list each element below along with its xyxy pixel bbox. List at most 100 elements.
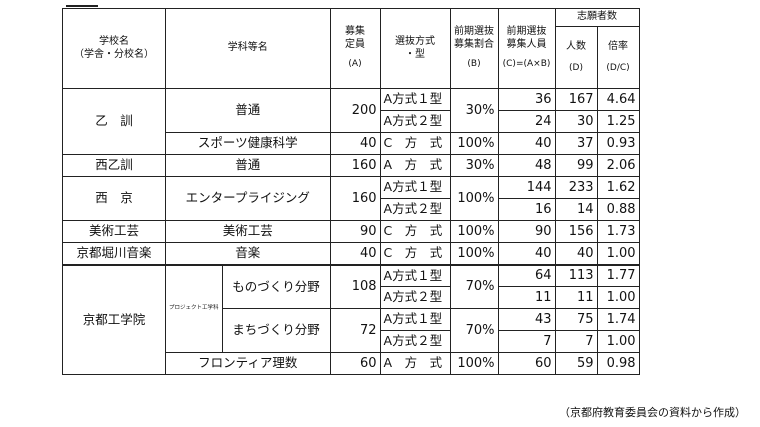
- school-cell: 美術工芸: [62, 220, 166, 243]
- count-cell: 144: [497, 176, 556, 199]
- applicants-cell: 11: [554, 286, 598, 309]
- applicants-cell: 7: [554, 330, 598, 353]
- course-cell: 普通: [165, 154, 331, 177]
- course-cell: まちづくり分野: [221, 308, 331, 353]
- admission-table-container: 学校名 （学舎・分校名） 学科等名 募集 定員 (A) 選抜方式 ・型 前期選抜…: [62, 8, 640, 375]
- ratio-cell: 70%: [449, 263, 499, 309]
- applicants-cell: 113: [554, 263, 598, 287]
- course-cell: 音楽: [165, 242, 331, 265]
- method-cell: A方式２型: [379, 110, 451, 133]
- rate-cell: 1.00: [596, 242, 640, 265]
- ratio-cell: 100%: [449, 132, 499, 155]
- table-row: A方式２型 16 14 0.88: [63, 198, 640, 221]
- course-cell: スポーツ健康科学: [165, 132, 331, 155]
- school-cell: 西乙訓: [62, 154, 166, 177]
- method-cell: A方式２型: [379, 198, 451, 221]
- applicants-cell: 156: [554, 220, 598, 243]
- method-cell: A方式１型: [379, 308, 451, 331]
- capacity-cell: 90: [329, 220, 381, 243]
- top-rule: [66, 5, 98, 7]
- capacity-cell: 60: [329, 352, 381, 375]
- header-ratio: 前期選抜 募集割合 (B): [449, 8, 499, 89]
- header-early-l1: 前期選抜: [506, 26, 547, 38]
- table-row: 西 京 エンタープライジング 160 A方式１型 100% 144 233 1.…: [62, 176, 640, 221]
- ratio-cell: 100%: [449, 242, 499, 265]
- header-applicants-l1: 人数: [566, 40, 587, 52]
- header-rate: 倍率 (D/C): [596, 26, 640, 89]
- method-cell: A方式１型: [379, 176, 451, 199]
- applicants-cell: 37: [554, 132, 598, 155]
- course-cell: 美術工芸: [165, 220, 331, 243]
- header-method: 選抜方式 ・型: [379, 8, 451, 89]
- school-cell: 京都工学院: [62, 263, 166, 375]
- count-cell: 7: [497, 330, 556, 353]
- ratio-cell: 100%: [449, 176, 499, 221]
- header-ratio-l1: 前期選抜: [454, 26, 495, 38]
- count-cell: 16: [497, 198, 556, 221]
- table-row: 乙 訓 普通 200 A方式１型 30% 36 167 4.64: [62, 88, 640, 155]
- group-label-cell: プロジェクト工学科: [165, 263, 223, 353]
- count-cell: 36: [497, 88, 556, 111]
- count-cell: 24: [497, 110, 556, 133]
- rate-cell: 1.62: [596, 176, 640, 199]
- header-early-l2: 募集人員: [506, 38, 547, 50]
- course-cell: 普通: [165, 88, 331, 133]
- table-row: A方式２型 24 30 1.25: [63, 110, 640, 133]
- table-row: 美術工芸 美術工芸 90 C 方 式 100% 90 156 1.73: [62, 220, 640, 243]
- school-cell: 京都堀川音楽: [62, 242, 166, 265]
- count-cell: 40: [497, 242, 556, 265]
- applicants-cell: 99: [554, 154, 598, 177]
- applicants-cell: 30: [554, 110, 598, 133]
- header-applicants: 人数 (D): [554, 26, 598, 89]
- ratio-cell: 30%: [449, 88, 499, 133]
- capacity-cell: 160: [329, 154, 381, 177]
- method-cell: A方式２型: [379, 330, 451, 353]
- rate-cell: 0.93: [596, 132, 640, 155]
- count-cell: 90: [497, 220, 556, 243]
- header-ratio-l2: 募集割合: [454, 38, 495, 50]
- applicants-cell: 59: [554, 352, 598, 375]
- capacity-cell: 200: [329, 88, 381, 133]
- rate-cell: 2.06: [596, 154, 640, 177]
- count-cell: 43: [497, 308, 556, 331]
- header-applicants-l2: (D): [569, 63, 583, 74]
- header-early-count: 前期選抜 募集人員 (C)=(A×B): [497, 8, 556, 89]
- header-method-l2: ・型: [405, 48, 426, 60]
- course-cell: ものづくり分野: [221, 263, 331, 309]
- method-cell: C 方 式: [379, 242, 451, 265]
- applicants-cell: 167: [554, 88, 598, 111]
- rate-cell: 1.25: [596, 110, 640, 133]
- header-rate-l1: 倍率: [608, 40, 629, 52]
- ratio-cell: 30%: [449, 154, 499, 177]
- header-rate-l2: (D/C): [606, 63, 630, 74]
- capacity-cell: 72: [329, 308, 381, 353]
- method-cell: A 方 式: [379, 352, 451, 375]
- method-cell: A方式１型: [379, 263, 451, 287]
- count-cell: 40: [497, 132, 556, 155]
- applicants-cell: 40: [554, 242, 598, 265]
- rate-cell: 1.74: [596, 308, 640, 331]
- table-row: フロンティア理数 60 A 方 式 100% 60 59 0.98: [63, 352, 640, 375]
- method-cell: A方式２型: [379, 286, 451, 309]
- count-cell: 64: [497, 263, 556, 287]
- method-cell: C 方 式: [379, 132, 451, 155]
- header-ratio-l3: (B): [467, 59, 481, 70]
- ratio-cell: 100%: [449, 352, 499, 375]
- header-method-l1: 選抜方式: [395, 36, 436, 47]
- course-cell: フロンティア理数: [165, 352, 331, 375]
- method-cell: A方式１型: [379, 88, 451, 111]
- header-applicants-group: 志願者数: [554, 8, 640, 27]
- method-cell: A 方 式: [379, 154, 451, 177]
- rate-cell: 1.77: [596, 263, 640, 287]
- school-cell: 乙 訓: [62, 88, 166, 155]
- count-cell: 48: [497, 154, 556, 177]
- rate-cell: 0.98: [596, 352, 640, 375]
- rate-cell: 1.00: [596, 286, 640, 309]
- header-row-2: 人数 (D) 倍率 (D/C): [63, 26, 640, 89]
- header-capacity-l1: 募集: [345, 26, 366, 38]
- admission-table: 学校名 （学舎・分校名） 学科等名 募集 定員 (A) 選抜方式 ・型 前期選抜…: [62, 8, 640, 375]
- rate-cell: 4.64: [596, 88, 640, 111]
- count-cell: 11: [497, 286, 556, 309]
- rate-cell: 0.88: [596, 198, 640, 221]
- table-row: 西乙訓 普通 160 A 方 式 30% 48 99 2.06: [62, 154, 640, 177]
